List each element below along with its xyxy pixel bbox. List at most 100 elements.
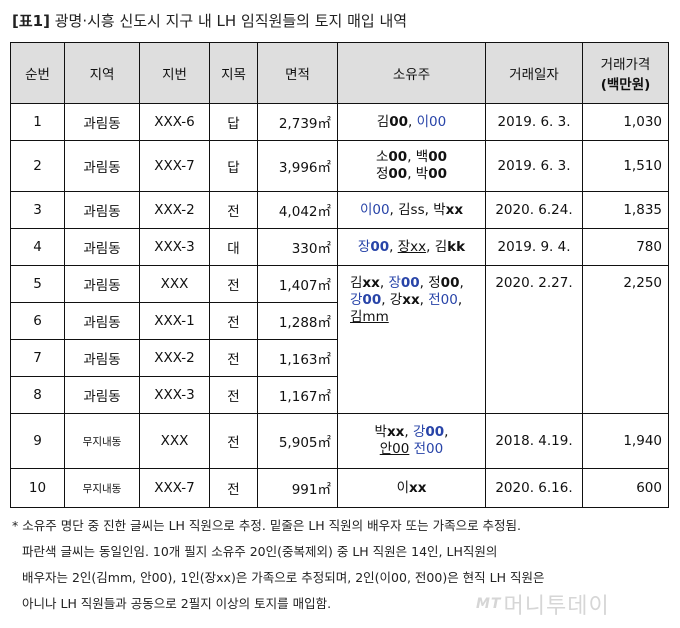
owner-line: 소00, 백00 [344, 149, 479, 166]
owner-text: 소 [375, 149, 389, 165]
land-purchase-table: 순번 지역 지번 지목 면적 소유주 거래일자 거래가격 (백만원) 1 과림동… [10, 42, 669, 508]
cell-owner: 이00, 김ss, 박xx [337, 191, 486, 229]
cell-date: 2020. 2.27. [485, 265, 583, 414]
cell-lot: XXX-7 [139, 468, 210, 508]
owner-text: , 백 [407, 149, 429, 165]
cell-region: 과림동 [64, 103, 140, 141]
table-row: 7 과림동 XXX-2 전 1,163㎡ [10, 339, 669, 377]
cell-price: 1,835 [582, 191, 669, 229]
owner-text: , 정 [419, 275, 441, 291]
owner-text: 전00 [428, 292, 458, 308]
cell-land-type: 전 [209, 376, 258, 414]
cell-price: 780 [582, 228, 669, 266]
owner-text: , 김ss, 박 [389, 201, 446, 218]
table-row: 3 과림동 XXX-2 전 4,042㎡ 이00, 김ss, 박xx 2020.… [10, 191, 669, 229]
owner-text: 00 [400, 275, 420, 291]
owner-text: 김 [376, 113, 390, 130]
header-land-type: 지목 [209, 42, 258, 104]
cell-area: 4,042㎡ [257, 191, 338, 229]
table-header-row: 순번 지역 지번 지목 면적 소유주 거래일자 거래가격 (백만원) [10, 42, 669, 104]
owner-text: , 김 [426, 238, 448, 255]
owner-text: xx [402, 292, 420, 308]
footnote-line: * 소유주 명단 중 진한 글씨는 LH 직원으로 추정. 밑줄은 LH 직원의… [12, 518, 522, 533]
cell-region: 과림동 [64, 302, 140, 340]
table-title: [표1] 광명·시흥 신도시 지구 내 LH 임직원들의 토지 매입 내역 [12, 10, 407, 31]
cell-no: 5 [10, 265, 65, 303]
cell-area: 1,407㎡ [257, 265, 338, 303]
owner-text: 장 [388, 275, 401, 291]
header-region: 지역 [64, 42, 140, 104]
owner-text: 00 [388, 149, 408, 165]
owner-text: , 박 [407, 166, 429, 182]
cell-price: 1,510 [582, 140, 669, 192]
owner-text: , 강 [381, 292, 403, 308]
cell-lot: XXX-6 [139, 103, 210, 141]
cell-no: 9 [10, 413, 65, 469]
cell-no: 2 [10, 140, 65, 192]
cell-owner: 장00, 장xx, 김kk [337, 228, 486, 266]
table-row: 6 과림동 XXX-1 전 1,288㎡ [10, 302, 669, 340]
cell-lot: XXX [139, 265, 210, 303]
cell-area: 1,167㎡ [257, 376, 338, 414]
owner-text: 00 [388, 166, 408, 182]
owner-text: 00 [362, 292, 382, 308]
cell-region: 과림동 [64, 191, 140, 229]
owner-text: 전00 [413, 441, 444, 457]
cell-price: 1,030 [582, 103, 669, 141]
table-row: 2 과림동 XXX-7 답 3,996㎡ 소00, 백00 정00, 박00 2… [10, 140, 669, 192]
owner-text: , [408, 113, 417, 130]
table-row: 9 무지내동 XXX 전 5,905㎡ 박xx, 강00, 안00 전00 20… [10, 413, 669, 469]
owner-text: , [404, 424, 413, 440]
header-owner: 소유주 [337, 42, 486, 104]
header-price: 거래가격 (백만원) [582, 42, 669, 104]
cell-price: 1,940 [582, 413, 669, 469]
owner-text: 정 [375, 166, 389, 182]
cell-no: 6 [10, 302, 65, 340]
cell-region: 과림동 [64, 265, 140, 303]
cell-land-type: 대 [209, 228, 258, 266]
cell-area: 3,996㎡ [257, 140, 338, 192]
owner-text: 00 [428, 166, 448, 182]
cell-land-type: 전 [209, 302, 258, 340]
table-row: 4 과림동 XXX-3 대 330㎡ 장00, 장xx, 김kk 2019. 9… [10, 228, 669, 266]
cell-lot: XXX-3 [139, 376, 210, 414]
cell-no: 4 [10, 228, 65, 266]
cell-price: 2,250 [582, 265, 669, 414]
cell-region: 과림동 [64, 339, 140, 377]
owner-text: xx [409, 479, 427, 496]
cell-land-type: 전 [209, 265, 258, 303]
cell-lot: XXX-7 [139, 140, 210, 192]
owner-text: 00 [425, 424, 445, 440]
table-title-prefix: [표1] [12, 12, 50, 30]
cell-owner: 김00, 이00 [337, 103, 486, 141]
owner-text: xx [386, 424, 405, 440]
cell-region: 과림동 [64, 140, 140, 192]
owner-text: 김 [350, 275, 363, 291]
cell-no: 8 [10, 376, 65, 414]
owner-text: , [457, 292, 463, 308]
owner-text: 김mm [350, 309, 389, 325]
owner-line: 강00, 강xx, 전00, [350, 292, 479, 309]
owner-text: , [389, 238, 398, 255]
owner-line: 김xx, 장00, 정00, [350, 275, 479, 292]
footnote-line: 배우자는 2인(김mm, 안00), 1인(장xx)은 가족으로 추정되며, 2… [22, 570, 545, 585]
table-row: 5 과림동 XXX 전 1,407㎡ 김xx, 장00, 정00, 강00, 강… [10, 265, 669, 414]
footnote: * 소유주 명단 중 진한 글씨는 LH 직원으로 추정. 밑줄은 LH 직원의… [12, 513, 672, 617]
cell-region: 과림동 [64, 376, 140, 414]
owner-text: 강 [350, 292, 363, 308]
cell-region: 무지내동 [64, 468, 140, 508]
cell-date: 2020. 6.24. [485, 191, 583, 229]
owner-line: 박xx, 강00, [344, 424, 479, 441]
owner-text: 장xx [397, 238, 427, 255]
cell-area: 330㎡ [257, 228, 338, 266]
cell-land-type: 전 [209, 191, 258, 229]
owner-text: 00 [440, 275, 460, 291]
cell-area: 2,739㎡ [257, 103, 338, 141]
owner-text: 장 [357, 238, 371, 255]
footnote-line: 파란색 글씨는 동일인임. 10개 필지 소유주 20인(중복제외) 중 LH … [22, 544, 498, 559]
table-row: 1 과림동 XXX-6 답 2,739㎡ 김00, 이00 2019. 6. 3… [10, 103, 669, 141]
cell-land-type: 전 [209, 339, 258, 377]
cell-land-type: 답 [209, 140, 258, 192]
owner-line: 안00 전00 [344, 441, 479, 458]
cell-lot: XXX [139, 413, 210, 469]
